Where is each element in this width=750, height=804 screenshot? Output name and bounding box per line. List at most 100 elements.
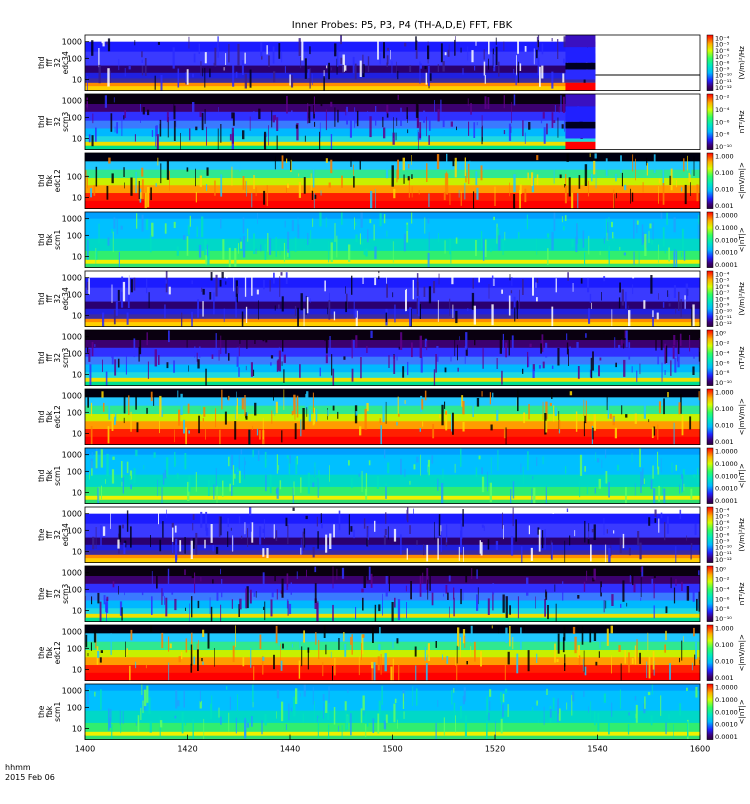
y-tick-label: 10 <box>72 134 82 143</box>
colorbar-tick-label: 10⁻² <box>715 339 730 347</box>
spectrogram-image <box>85 566 700 622</box>
colorbar-tick-label: 10⁻² <box>715 94 730 102</box>
y-tick-label: 10 <box>72 665 82 674</box>
panel-label: fbk <box>45 233 54 245</box>
colorbar-unit-label: (V/m)²/Hz <box>738 46 746 80</box>
colorbar-unit-label: (V/m)²/Hz <box>738 518 746 552</box>
y-tick-label: 10 <box>72 547 82 556</box>
colorbar <box>706 683 714 740</box>
panel-8: 1000 100 10 thd fbk scm1 1.0000 0.1000 0.0100 0.0… <box>37 448 746 506</box>
colorbar-tick-label: 0.001 <box>715 674 734 682</box>
time-axis: 1400 1420 1440 1500 1520 1540 1600 <box>75 734 710 754</box>
colorbar-tick-label: 10⁻¹¹ <box>715 314 732 322</box>
panel-frame <box>84 211 701 268</box>
panel-label: edc34 <box>61 523 70 546</box>
colorbar-tick-label: 0.0100 <box>715 708 738 716</box>
y-tick-label: 1000 <box>62 333 82 342</box>
colorbar-tick-label: 0.1000 <box>715 696 738 704</box>
panel-label: fbk <box>45 705 54 717</box>
colorbar-tick-label: 1.000 <box>715 389 734 397</box>
panel-label: scm1 <box>53 466 62 486</box>
colorbar <box>706 34 714 91</box>
spectrogram-image <box>85 153 700 209</box>
colorbar <box>706 388 714 445</box>
colorbar-tick-label: 10⁰ <box>715 566 726 574</box>
panel-label: the <box>37 646 46 659</box>
panel-frame <box>84 93 701 150</box>
spectrogram-image <box>85 35 700 91</box>
colorbar-tick-label: 1.0000 <box>715 448 738 456</box>
colorbar <box>706 270 714 327</box>
y-tick-label: 100 <box>67 290 82 299</box>
colorbar-tick-label: 0.100 <box>715 641 734 649</box>
panel-label: thd <box>37 56 46 69</box>
y-tick-label: 100 <box>67 526 82 535</box>
colorbar-tick-label: 10⁻⁹ <box>715 302 730 310</box>
panel-11: 1000 100 10 the fbk edc12 1.000 0.100 0.010 0.001… <box>37 625 746 683</box>
y-tick-label: 1000 <box>62 628 82 637</box>
y-tick-label: 100 <box>67 113 82 122</box>
y-tick-label: 1000 <box>62 451 82 460</box>
y-tick-label: 100 <box>67 644 82 653</box>
colorbar-tick-label: 0.1000 <box>715 224 738 232</box>
panel-12: 1000 100 10 the fbk scm1 1.0000 0.1000 0.0100 0.0… <box>37 683 746 742</box>
panel-label: scm1 <box>53 702 62 722</box>
colorbar-tick-label: 10⁻⁶ <box>715 47 730 55</box>
y-tick-label: 100 <box>67 585 82 594</box>
y-tick-label: 10 <box>72 370 82 379</box>
panel-label: edc34 <box>61 287 70 310</box>
colorbar-tick-label: 10⁻² <box>715 575 730 583</box>
colorbar-tick-label: 10⁻¹⁰ <box>715 143 732 151</box>
panel-frame <box>84 329 701 386</box>
colorbar-tick-label: 10⁻¹⁰ <box>715 615 732 623</box>
spectrogram-image <box>85 271 700 327</box>
colorbar-tick-label: 10⁻¹⁰ <box>715 308 732 316</box>
panel-3: 100 10 thd fbk edc12 1.000 0.100 0.010 0.001 <|mV… <box>37 152 746 211</box>
colorbar-unit-label: <|nT|> <box>738 227 746 252</box>
colorbar <box>706 565 714 622</box>
colorbar-tick-label: 0.010 <box>715 186 734 194</box>
colorbar-tick-label: 10⁻⁸ <box>715 59 730 67</box>
panel-label: fbk <box>45 174 54 186</box>
spectrogram-image <box>85 94 596 150</box>
colorbar-tick-label: 0.100 <box>715 405 734 413</box>
panel-label: scm3 <box>61 348 70 368</box>
colorbar-tick-label: 1.000 <box>715 153 734 161</box>
x-tick-label: 1420 <box>177 745 197 754</box>
colorbar <box>706 329 714 386</box>
panel-label: thd <box>37 292 46 305</box>
colorbar-tick-label: 10⁻⁴ <box>715 507 730 515</box>
colorbar-tick-label: 10⁻¹² <box>715 556 732 564</box>
panel-label: fbk <box>45 469 54 481</box>
colorbar-tick-label: 1.000 <box>715 625 734 633</box>
colorbar <box>706 211 714 268</box>
colorbar-tick-label: 10⁻⁴ <box>715 349 730 357</box>
panel-label: thd <box>37 174 46 187</box>
colorbar-tick-label: 10⁻⁶ <box>715 118 730 126</box>
colorbar-tick-label: 10⁰ <box>715 330 726 338</box>
panel-frame <box>84 565 701 622</box>
panel-frame <box>84 34 701 91</box>
colorbar-tick-label: 0.001 <box>715 438 734 446</box>
colorbar-tick-label: 0.0001 <box>715 497 738 505</box>
colorbar-tick-label: 10⁻⁴ <box>715 35 730 43</box>
panel-frame <box>84 388 701 445</box>
colorbar-tick-label: 10⁻⁵ <box>715 41 730 49</box>
panel-label: the <box>37 705 46 718</box>
panel-label: 32 <box>53 117 62 127</box>
colorbar-tick-label: 10⁻⁸ <box>715 369 730 377</box>
panel-4: 1000 100 10 thd fbk scm1 1.0000 0.1000 0.0100 0.0… <box>37 211 746 270</box>
colorbar <box>706 152 714 209</box>
colorbar-tick-label: 10⁻⁶ <box>715 595 730 603</box>
x-tick-label: 1400 <box>75 745 95 754</box>
panel-label: edc12 <box>53 641 62 664</box>
panel-label: fbk <box>45 410 54 422</box>
colorbar-unit-label: (V/m)²/Hz <box>738 282 746 316</box>
y-tick-label: 1000 <box>62 569 82 578</box>
panel-label: thd <box>37 469 46 482</box>
colorbar-tick-label: 10⁻⁶ <box>715 359 730 367</box>
colorbar-tick-label: 0.010 <box>715 658 734 666</box>
y-tick-label: 10 <box>72 193 82 202</box>
colorbar-tick-label: 10⁻⁸ <box>715 131 730 139</box>
